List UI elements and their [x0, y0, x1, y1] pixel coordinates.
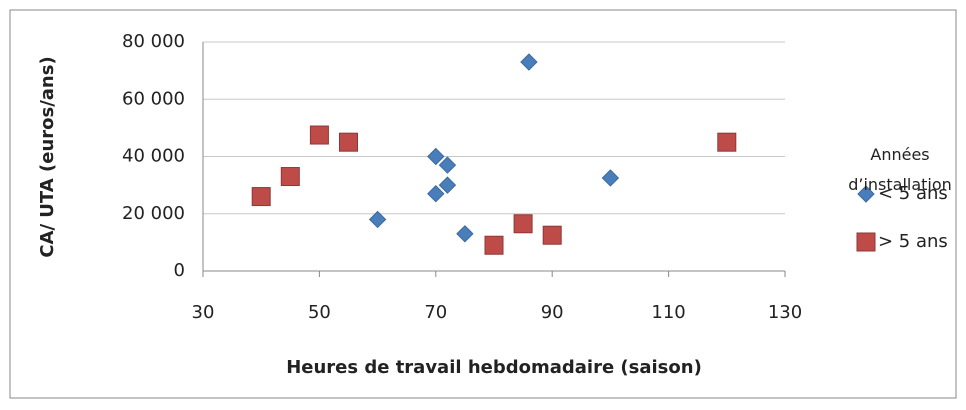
- point: [368, 210, 387, 229]
- point: [717, 132, 737, 152]
- y-tick-label: 80 000: [122, 31, 185, 52]
- legend-marker: [856, 232, 876, 252]
- y-tick-label: 40 000: [122, 146, 185, 167]
- x-tick-label: 90: [541, 302, 564, 323]
- x-tick-label: 30: [192, 302, 215, 323]
- legend-marker: [857, 185, 875, 203]
- point: [520, 53, 538, 71]
- legend-label: > 5 ans: [878, 231, 948, 252]
- point: [251, 187, 271, 207]
- point: [484, 235, 504, 255]
- point: [438, 176, 457, 194]
- point: [601, 169, 620, 187]
- point: [456, 225, 474, 243]
- point: [513, 214, 533, 234]
- point: [280, 167, 300, 187]
- legend-label: < 5 ans: [878, 183, 948, 204]
- x-axis-title: Heures de travail hebdomadaire (saison): [286, 357, 702, 378]
- point: [542, 225, 562, 245]
- x-tick-label: 50: [308, 302, 331, 323]
- point: [427, 185, 445, 203]
- chart-border: [9, 9, 957, 399]
- y-axis-title: CA/ UTA (euros/ans): [37, 56, 58, 257]
- point: [438, 156, 457, 174]
- x-tick-label: 70: [424, 302, 447, 323]
- point: [339, 132, 358, 152]
- point: [309, 125, 329, 145]
- legend-title: Années d’installation: [848, 145, 952, 194]
- x-tick-label: 130: [768, 302, 802, 323]
- x-tick-label: 110: [651, 302, 685, 323]
- y-tick-label: 0: [174, 260, 185, 281]
- y-tick-label: 60 000: [122, 88, 185, 109]
- point: [427, 147, 445, 166]
- y-tick-label: 20 000: [122, 203, 185, 224]
